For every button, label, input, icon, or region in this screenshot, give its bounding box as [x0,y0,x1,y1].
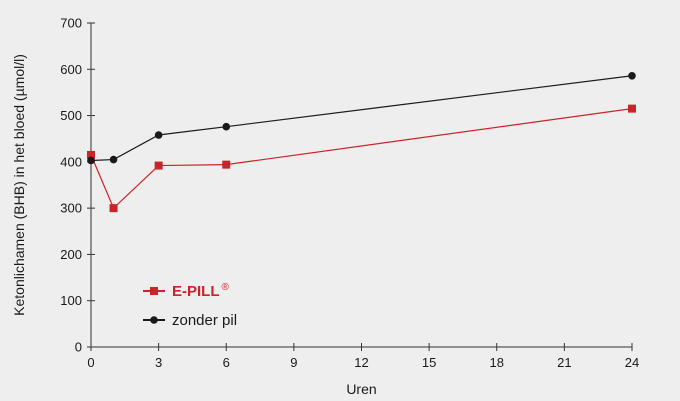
data-point [154,131,163,139]
x-tick-label: 0 [87,355,94,370]
y-tick-label: 600 [60,62,82,77]
tick-labels: 0 3 6 9 12 15 18 21 24 0 100 200 300 400 500 600 700 [60,16,639,371]
x-tick-label: 12 [354,355,368,370]
data-point [222,122,231,131]
data-point [109,155,118,164]
y-tick-label: 700 [60,16,82,31]
y-tick-label: 400 [60,154,82,169]
series-line-e-pill [90,108,633,210]
x-tick-label: 18 [490,355,504,370]
x-axis-label: Uren [346,381,376,397]
data-point [628,104,636,113]
y-axis-label: Ketonlichamen (BHB) in het bloed (µmol/l… [11,54,27,316]
series-layer [87,71,636,213]
legend-marker-e-pill [150,287,158,295]
data-point [109,204,118,213]
axes [87,22,633,351]
data-point [87,150,95,159]
y-tick-label: 300 [60,201,82,216]
legend-label-zonder-pil: zonder pil [172,312,237,329]
x-tick-label: 3 [155,355,162,370]
legend-marker-zonder-pil [150,316,158,324]
y-tick-label: 0 [75,340,82,355]
x-tick-label: 15 [422,355,436,370]
data-point [154,161,163,170]
data-point [87,156,95,165]
x-tick-label: 6 [223,355,230,370]
data-point [628,71,636,80]
x-tick-label: 21 [557,355,571,370]
y-tick-label: 500 [60,108,82,123]
legend-label-e-pill: E-PILL ® [172,282,230,300]
x-tick-label: 24 [625,355,639,370]
legend: E-PILL ® zonder pil [143,282,237,329]
y-tick-label: 200 [60,247,82,262]
registered-mark: ® [222,282,230,293]
y-tick-label: 100 [60,293,82,308]
series-line-zonder-pil [90,75,633,162]
x-tick-label: 9 [290,355,297,370]
data-point [222,160,231,169]
